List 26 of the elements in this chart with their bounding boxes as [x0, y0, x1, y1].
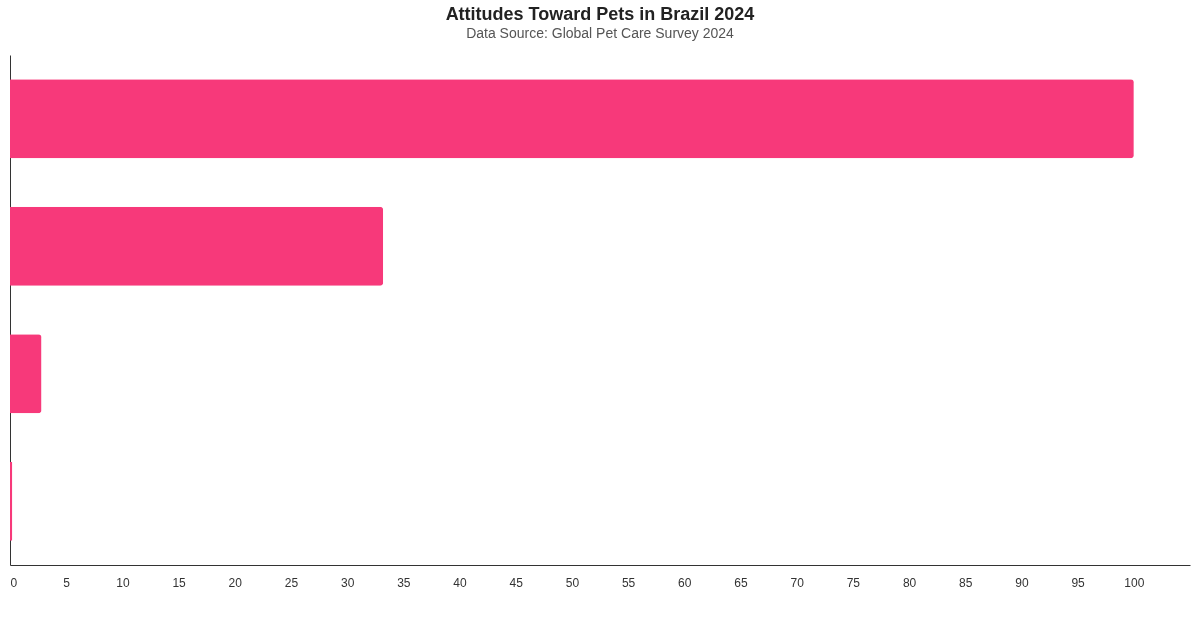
x-tick-label: 55 — [621, 575, 636, 590]
x-tick-label: 85 — [959, 575, 973, 590]
x-tick-label: 5 — [63, 575, 71, 590]
x-tick-label: 70 — [790, 575, 805, 590]
x-tick-label: 30 — [340, 575, 355, 590]
bar — [10, 334, 42, 414]
x-tick-label: 60 — [678, 575, 692, 590]
x-tick-label: 75 — [846, 575, 861, 590]
x-tick-label: 95 — [1071, 575, 1086, 590]
x-tick-label: 25 — [284, 575, 299, 590]
x-tick-label: 0 — [10, 575, 18, 590]
x-tick-label: 15 — [172, 575, 187, 590]
chart-title: Attitudes Toward Pets in Brazil 2024 — [445, 4, 755, 24]
x-tick-label: 45 — [509, 575, 524, 590]
bar — [10, 79, 1134, 159]
x-tick-label: 40 — [453, 575, 468, 590]
bar — [10, 206, 384, 286]
x-tick-label: 100 — [1124, 575, 1145, 590]
x-tick-label: 10 — [116, 575, 130, 590]
x-tick-label: 65 — [734, 575, 748, 590]
x-tick-label: 80 — [902, 575, 917, 590]
x-tick-label: 50 — [565, 575, 580, 590]
chart-subtitle: Data Source: Global Pet Care Survey 2024 — [466, 25, 735, 41]
x-tick-label: 20 — [228, 575, 243, 590]
x-tick-label: 35 — [397, 575, 411, 590]
x-tick-label: 90 — [1015, 575, 1029, 590]
